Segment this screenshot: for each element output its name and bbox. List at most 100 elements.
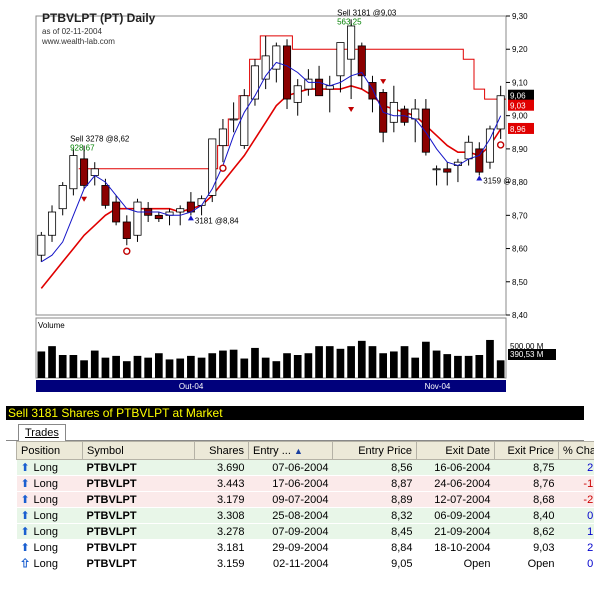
- volume-bar: [325, 346, 334, 378]
- table-row[interactable]: ⬆ Long PTBVLPT 3.181 29-09-2004 8,84 18-10-20…: [16, 539, 594, 556]
- volume-bar: [379, 353, 388, 378]
- volume-bar: [400, 346, 409, 378]
- price-tag-label: 9,03: [510, 102, 526, 111]
- entry-date-cell: 09-07-2004: [272, 493, 329, 506]
- y-tick-label: 8,70: [512, 211, 528, 220]
- candle-body: [47, 211, 57, 236]
- open-long-arrow-icon: ⬆: [20, 558, 30, 571]
- long-arrow-icon: ⬆: [20, 462, 30, 474]
- exit-price-cell: Open: [527, 557, 555, 570]
- table-row[interactable]: ⬆ Long PTBVLPT 3.278 07-09-2004 8,45 21-09-20…: [16, 523, 594, 540]
- candle-body: [464, 141, 473, 160]
- volume-bar: [165, 359, 174, 378]
- alert-bar: Sell 3181 Shares of PTBVLPT at Market: [6, 406, 584, 420]
- entry-date-cell: 29-09-2004: [272, 541, 329, 554]
- long-arrow-icon: ⬆: [20, 526, 30, 538]
- price-chart: 9,30 9,20 9,10 9,00 8,90 8,80 8,70 8,60 8,50 8,40…: [35, 8, 556, 392]
- candle-body: [485, 128, 495, 163]
- pct-change-cell: 0,08: [587, 557, 594, 570]
- candle-body: [208, 138, 217, 196]
- position-cell: ⬆ Long: [20, 542, 59, 554]
- position-cell: ⬆ Long: [20, 494, 59, 506]
- shares-cell: 3.159: [216, 557, 245, 570]
- candle-body: [37, 234, 46, 256]
- col-position[interactable]: Position: [16, 441, 83, 460]
- volume-bar: [496, 360, 505, 378]
- col-pct-change[interactable]: % Chan...: [558, 441, 594, 460]
- candle-body: [122, 221, 131, 239]
- sell-signal-sub: 563,25: [337, 17, 362, 26]
- y-tick-label: 9,30: [512, 12, 528, 21]
- volume-bar: [464, 355, 473, 378]
- volume-bar: [486, 339, 494, 378]
- exit-price-cell: 8,76: [533, 477, 555, 490]
- sell-arrow-icon: [348, 107, 355, 113]
- volume-bar: [197, 357, 206, 378]
- candle-body: [304, 78, 313, 90]
- alert-text: Sell 3181 Shares of PTBVLPT at Market: [8, 406, 223, 420]
- col-entry-date[interactable]: Entry ... ▲: [248, 441, 333, 460]
- volume-bar: [315, 346, 323, 378]
- candle-body: [432, 168, 441, 171]
- volume-bar: [454, 355, 462, 378]
- volume-bar: [293, 355, 302, 378]
- col-exit-price[interactable]: Exit Price: [494, 441, 559, 460]
- volume-bar: [443, 354, 452, 378]
- col-entry-price[interactable]: Entry Price: [332, 441, 417, 460]
- y-tick-label: 9,20: [512, 45, 528, 54]
- exit-price-cell: 8,40: [533, 509, 555, 522]
- table-row[interactable]: ⬆ Long PTBVLPT 3.308 25-08-2004 8,32 06-09-20…: [16, 507, 594, 524]
- volume-tick-label: 500,00 M: [510, 342, 544, 351]
- entry-price-cell: 8,89: [391, 493, 413, 506]
- price-tag: [508, 99, 534, 111]
- table-row[interactable]: ⬆ Long PTBVLPT 3.159 02-11-2004 9,05 Open Open…: [16, 555, 594, 572]
- buy-signal-label: 3159 @: [483, 176, 511, 185]
- exit-price-cell: 8,62: [533, 525, 555, 538]
- table-row[interactable]: ⬆ Long PTBVLPT 3.443 17-06-2004 8,87 24-06-20…: [16, 475, 594, 492]
- exit-price-cell: 9,03: [533, 541, 555, 554]
- col-exit-date[interactable]: Exit Date: [416, 441, 495, 460]
- candle-body: [69, 155, 78, 190]
- pct-change-cell: 2,02: [587, 541, 594, 554]
- position-cell: ⬆ Long: [20, 526, 59, 538]
- table-row[interactable]: ⬆ Long PTBVLPT 3.179 09-07-2004 8,89 12-07-20…: [16, 491, 594, 508]
- volume-tag: [508, 349, 556, 360]
- price-tag-label: 9,06: [510, 92, 526, 101]
- volume-bar: [357, 340, 366, 378]
- shares-cell: 3.278: [216, 525, 245, 538]
- buy-arrow-icon: [476, 175, 483, 181]
- trades-table: Position Symbol Shares Entry ... ▲ Entry…: [16, 441, 594, 572]
- entry-price-cell: 8,84: [391, 541, 413, 554]
- table-row[interactable]: ⬆ Long PTBVLPT 3.690 07-06-2004 8,56 16-06-20…: [16, 459, 594, 476]
- entry-price-cell: 8,32: [391, 509, 413, 522]
- candle-body: [218, 128, 227, 146]
- volume-bar: [154, 353, 163, 378]
- symbol-cell: PTBVLPT: [86, 525, 137, 538]
- entry-date-cell: 07-06-2004: [272, 461, 329, 474]
- candle-body: [389, 101, 398, 123]
- entry-price-cell: 8,56: [391, 461, 413, 474]
- volume-bar: [432, 350, 441, 378]
- candle-body: [315, 78, 324, 97]
- volume-bar: [219, 350, 227, 378]
- volume-bar: [90, 350, 99, 378]
- chart-asof: as of 02-11-2004: [42, 27, 102, 36]
- candle-body: [293, 85, 302, 103]
- price-tag: [508, 89, 534, 101]
- candle-body: [475, 148, 484, 173]
- col-shares[interactable]: Shares: [194, 441, 249, 460]
- exit-date-cell: 12-07-2004: [434, 493, 491, 506]
- volume-bar: [58, 355, 67, 378]
- entry-date-cell: 25-08-2004: [272, 509, 329, 522]
- price-tag: [508, 122, 534, 134]
- tab-trades[interactable]: Trades: [18, 424, 66, 442]
- channel-line: [78, 35, 506, 170]
- sell-signal-sub: 928,67: [70, 144, 95, 153]
- col-symbol[interactable]: Symbol: [82, 441, 195, 460]
- pct-change-cell: -2,43: [583, 493, 594, 506]
- entry-price-cell: 9,05: [391, 557, 413, 570]
- volume-bar: [187, 355, 195, 378]
- exit-date-cell: 16-06-2004: [434, 461, 491, 474]
- symbol-cell: PTBVLPT: [86, 541, 137, 554]
- volume-bar: [69, 355, 78, 378]
